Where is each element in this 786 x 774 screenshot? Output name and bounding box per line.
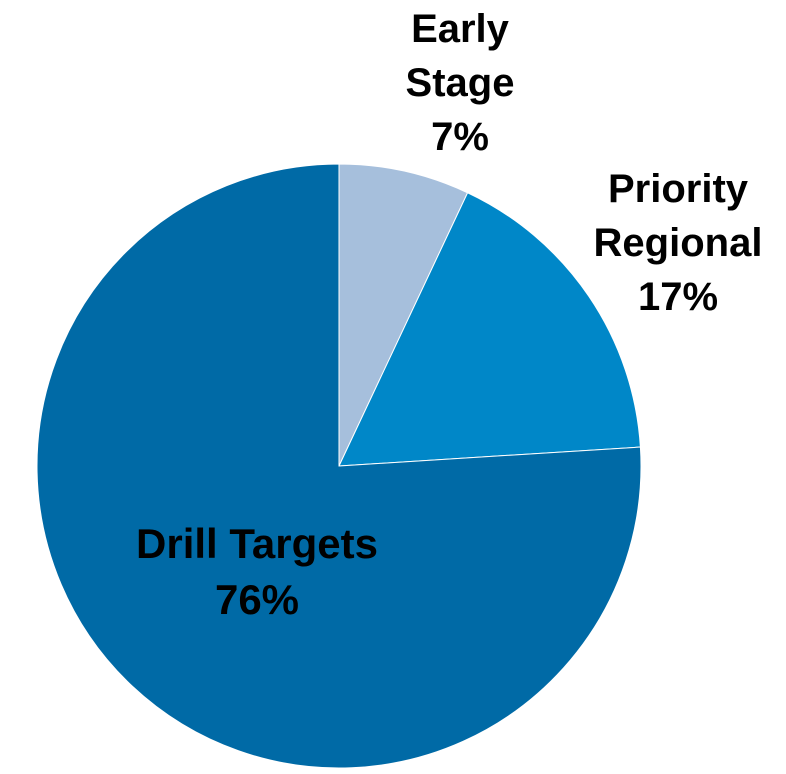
pie-slice-2	[36, 163, 642, 769]
pie-labels: Early Stage 7% Priority Regional 17% Drill Tar…	[136, 7, 762, 623]
slice-value-label: 76%	[215, 576, 299, 623]
slice-label-2: Drill Targets 76%	[136, 520, 378, 623]
slice-name-label: Priority	[608, 167, 749, 211]
pie-slice-0	[338, 163, 469, 467]
slice-label-1: Priority Regional 17%	[594, 167, 763, 319]
slice-value-label: 7%	[431, 115, 489, 159]
slice-name-label: Stage	[406, 61, 515, 105]
pie-slice-1	[338, 192, 641, 467]
slice-name-label: Regional	[594, 221, 763, 265]
slice-name-label: Drill Targets	[136, 520, 378, 567]
slice-value-label: 17%	[638, 275, 718, 319]
slice-label-0: Early Stage 7%	[406, 7, 515, 159]
pie-slices	[36, 163, 642, 769]
slice-name-label: Early	[411, 7, 510, 51]
